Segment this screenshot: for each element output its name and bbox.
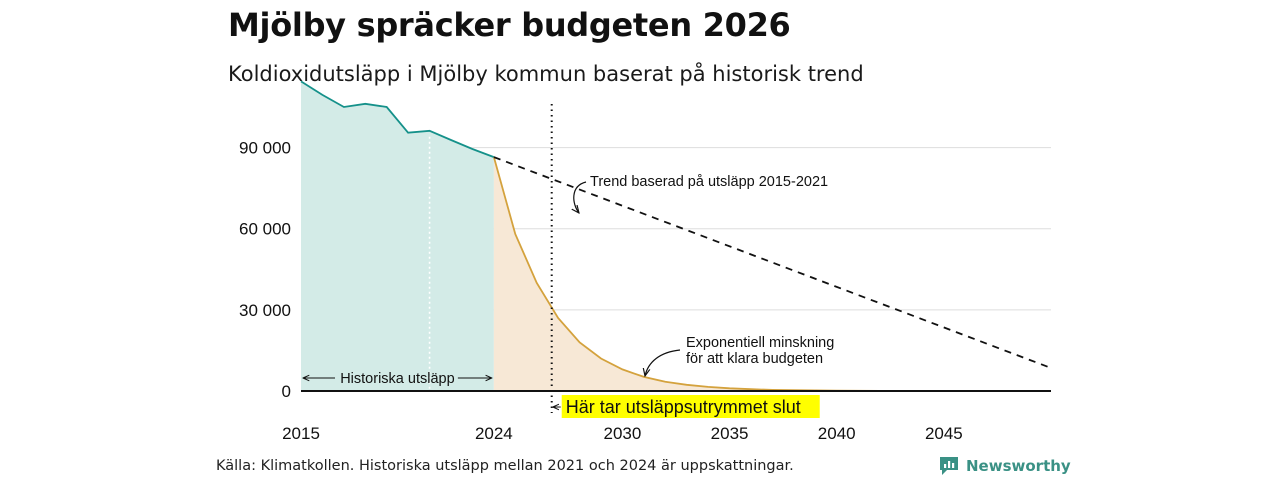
trend-line [493, 156, 1052, 369]
newsworthy-logo-icon [940, 457, 958, 475]
x-tick-label: 2015 [282, 424, 320, 443]
y-tick-label: 60 000 [239, 220, 291, 239]
source-note: Källa: Klimatkollen. Historiska utsläpp … [216, 458, 794, 474]
exponential-annotation-arrow [645, 349, 681, 376]
x-tick-label: 2030 [604, 424, 642, 443]
x-tick-label: 2024 [475, 424, 513, 443]
annotations: Trend baserad på utsläpp 2015-2021 Expone… [303, 174, 834, 418]
chart-title: Mjölby spräcker budgeten 2026 [228, 6, 791, 44]
area-fills [301, 81, 1051, 392]
y-tick-label: 90 000 [239, 139, 291, 158]
trend-annotation: Trend baserad på utsläpp 2015-2021 [590, 174, 828, 190]
y-tick-label: 0 [282, 382, 291, 401]
exponential-annotation-line1: Exponentiell minskning [686, 335, 834, 351]
y-tick-label: 30 000 [239, 301, 291, 320]
budget-end-highlight [561, 395, 820, 418]
trend-annotation-arrow [574, 181, 587, 213]
series-lines [300, 80, 1052, 413]
exponential-area [493, 157, 1051, 391]
exponential-annotation-line2: för att klara budgeten [686, 351, 823, 367]
historical-label: Historiska utsläpp [340, 371, 454, 387]
historical-area [301, 81, 494, 392]
x-tick-label: 2035 [711, 424, 749, 443]
brand-name: Newsworthy [966, 457, 1071, 475]
budget-end-label: Här tar utsläppsutrymmet slut [566, 397, 801, 417]
historical-line [300, 80, 495, 158]
brand: Newsworthy [938, 456, 1071, 476]
axis-ticks: 0 30 000 60 000 90 000 2015 2024 2030 2035 2040 2… [239, 139, 963, 443]
chart-subtitle: Koldioxidutsläpp i Mjölby kommun baserat… [228, 62, 864, 86]
x-tick-label: 2040 [818, 424, 856, 443]
x-tick-label: 2045 [925, 424, 963, 443]
